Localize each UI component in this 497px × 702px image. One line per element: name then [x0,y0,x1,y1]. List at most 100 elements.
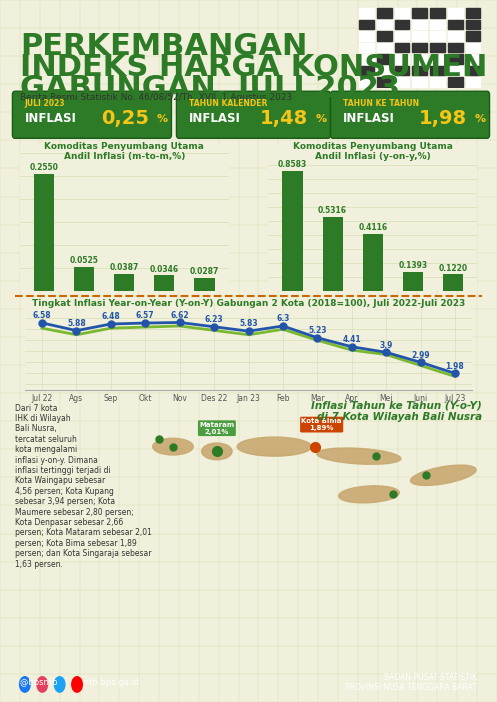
Text: 5.88: 5.88 [67,319,86,328]
Text: 6.58: 6.58 [33,311,51,320]
Circle shape [36,676,48,693]
Bar [466,54,481,64]
Circle shape [54,676,66,693]
FancyBboxPatch shape [176,91,331,138]
Bar [466,31,481,41]
Bar [377,66,392,75]
Bar [448,43,463,53]
Bar [430,8,445,18]
Bar [114,274,134,291]
Bar [395,31,410,41]
Bar [194,278,215,291]
FancyBboxPatch shape [331,91,490,138]
Bar [430,77,445,87]
Bar [359,20,374,29]
Bar [377,77,392,87]
Bar [323,217,342,291]
Bar [466,20,481,29]
Bar [395,66,410,75]
Bar [413,8,427,18]
Text: 0.2550: 0.2550 [29,163,59,172]
Text: TAHUN KALENDER: TAHUN KALENDER [189,99,267,108]
Bar [34,174,54,291]
Bar [359,54,374,64]
Text: 5.23: 5.23 [308,326,327,335]
Bar [282,171,303,291]
Ellipse shape [237,437,312,456]
Text: 6.57: 6.57 [136,311,155,320]
Bar [413,66,427,75]
Bar [466,8,481,18]
Text: 1.98: 1.98 [446,362,464,371]
Text: 0.0287: 0.0287 [190,267,219,277]
Text: 0.0346: 0.0346 [150,265,179,274]
Text: Komoditas Penyumbang Utama
Andil Inflasi (y-on-y,%): Komoditas Penyumbang Utama Andil Inflasi… [293,142,453,161]
Bar [377,31,392,41]
Bar [448,66,463,75]
Text: Kota Bima
1,89%: Kota Bima 1,89% [302,418,342,431]
Text: BADAN PUSAT STATISTIK
PROVINSI NUSA TENGGARA BARAT: BADAN PUSAT STATISTIK PROVINSI NUSA TENG… [345,673,477,692]
Bar [359,66,374,75]
Bar [363,234,383,291]
Ellipse shape [202,443,232,460]
FancyBboxPatch shape [12,91,171,138]
Text: Dari 7 kota
IHK di Wilayah
Bali Nusra,
tercatat seluruh
kota mengalami
inflasi y: Dari 7 kota IHK di Wilayah Bali Nusra, t… [15,404,152,569]
Text: %: % [475,114,486,124]
Text: 1,98: 1,98 [419,109,467,128]
Text: %: % [316,114,327,124]
Text: 6.62: 6.62 [170,311,189,319]
Bar [430,31,445,41]
Text: Tingkat Inflasi Year-on-Year (Y-on-Y) Gabungan 2 Kota (2018=100), Juli 2022-Juli: Tingkat Inflasi Year-on-Year (Y-on-Y) Ga… [32,299,465,308]
Bar [155,275,174,291]
Text: 6.48: 6.48 [101,312,120,322]
Text: Mataram
2,01%: Mataram 2,01% [199,422,235,435]
Text: JULI 2023: JULI 2023 [25,99,65,108]
Circle shape [19,676,31,693]
Bar [430,43,445,53]
Bar [443,274,463,291]
Bar [359,77,374,87]
Text: 6.3: 6.3 [276,314,290,323]
Bar [395,43,410,53]
Text: Inflasi Tahun ke Tahun (Y-o-Y)
di 7 Kota Wilayah Bali Nusra: Inflasi Tahun ke Tahun (Y-o-Y) di 7 Kota… [311,400,482,422]
Text: 0.4116: 0.4116 [358,223,387,232]
Text: 0.8583: 0.8583 [278,161,307,169]
Bar [413,20,427,29]
Text: 6.23: 6.23 [205,315,224,324]
Bar [377,8,392,18]
Text: 5.83: 5.83 [239,319,258,329]
Text: 0.1393: 0.1393 [398,261,427,270]
Bar [448,20,463,29]
Bar [430,54,445,64]
Bar [395,20,410,29]
Text: INFLASI: INFLASI [189,112,241,125]
Text: Komoditas Penyumbang Utama
Andil Inflasi (m-to-m,%): Komoditas Penyumbang Utama Andil Inflasi… [44,142,204,161]
Text: 4.41: 4.41 [342,335,361,344]
Text: 0.0525: 0.0525 [70,256,98,265]
Bar [466,43,481,53]
Text: GABUNGAN, JULI 2023: GABUNGAN, JULI 2023 [20,74,400,102]
Bar [430,66,445,75]
Text: INFLASI: INFLASI [343,112,395,125]
Bar [413,43,427,53]
Bar [395,77,410,87]
Bar [448,54,463,64]
Bar [448,8,463,18]
Bar [430,20,445,29]
Text: 0,25: 0,25 [101,109,149,128]
Text: 3.9: 3.9 [379,340,393,350]
Bar [359,8,374,18]
Ellipse shape [317,448,401,464]
Bar [359,43,374,53]
Text: 1,48: 1,48 [260,109,308,128]
Bar [448,77,463,87]
Bar [413,77,427,87]
Text: 2.99: 2.99 [411,350,430,359]
Bar [359,31,374,41]
Circle shape [71,676,83,693]
Text: TAHUN KE TAHUN: TAHUN KE TAHUN [343,99,419,108]
Bar [395,8,410,18]
Bar [466,66,481,75]
Ellipse shape [411,465,476,485]
Bar [395,54,410,64]
